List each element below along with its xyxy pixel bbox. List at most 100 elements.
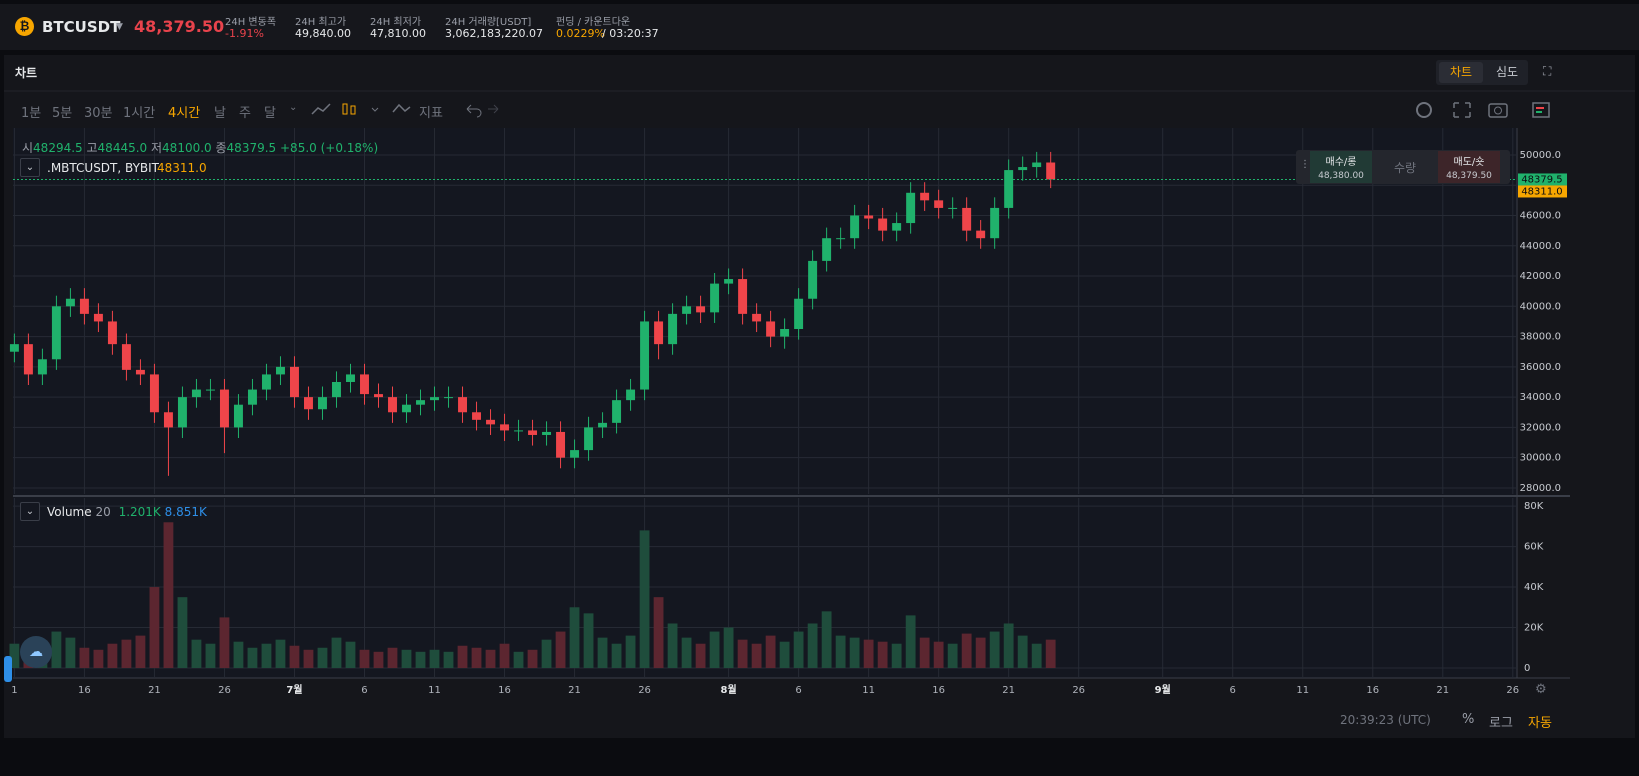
- candle-body: [584, 427, 594, 451]
- volume-bar: [569, 607, 580, 668]
- panel-title: 차트: [15, 66, 38, 80]
- interval[interactable]: 주: [239, 106, 251, 121]
- sell-price: 48,379.50: [1446, 171, 1492, 181]
- sell-button[interactable]: 매도/숏 48,379.50: [1438, 151, 1500, 183]
- indicator-button[interactable]: 지표: [419, 106, 443, 121]
- candle-icon[interactable]: [350, 105, 356, 115]
- tab[interactable]: 심도: [1495, 65, 1519, 79]
- sell-label: 매도/숏: [1453, 157, 1485, 168]
- candle-body: [205, 389, 215, 391]
- side-handle[interactable]: [4, 656, 12, 682]
- chevron[interactable]: [371, 107, 379, 112]
- y-tick-label: 50000.0: [1520, 150, 1561, 161]
- percent-button[interactable]: %: [1462, 712, 1475, 727]
- volume-bar: [849, 637, 860, 668]
- candle-body: [892, 223, 902, 231]
- interval[interactable]: 달: [264, 106, 276, 121]
- candle-body: [444, 397, 453, 399]
- y-tick-label: 40K: [1524, 582, 1544, 593]
- y-tick-label: 0: [1524, 663, 1530, 674]
- volume-bar: [1003, 623, 1014, 668]
- candle-body: [808, 260, 818, 299]
- camera[interactable]: [1488, 103, 1508, 118]
- candle-body: [93, 313, 103, 322]
- collapse[interactable]: ⌄: [20, 502, 40, 521]
- candle-body: [9, 344, 19, 352]
- undo[interactable]: [466, 104, 482, 118]
- indicator-icon[interactable]: [392, 103, 411, 113]
- candle-body: [514, 430, 524, 432]
- line-icon[interactable]: [311, 103, 331, 115]
- candle-body: [191, 389, 201, 398]
- candle-icon[interactable]: [342, 103, 348, 115]
- volume-bar: [93, 649, 104, 668]
- symbol[interactable]: BTCUSDT: [42, 18, 121, 36]
- fullscreen[interactable]: [1453, 102, 1471, 118]
- more[interactable]: ⌄: [289, 102, 298, 113]
- expand-icon[interactable]: ⛶: [1543, 64, 1552, 78]
- candle-body: [682, 306, 692, 314]
- stat-value: -1.91%: [225, 27, 264, 40]
- candle-body: [906, 192, 916, 224]
- layout[interactable]: [1532, 102, 1550, 118]
- log-button[interactable]: 로그: [1489, 716, 1513, 731]
- stat-label: 24H 최고가: [295, 17, 347, 28]
- x-tick-label: 7월: [286, 684, 302, 696]
- volume-bar: [401, 649, 412, 668]
- y-tick-label: 30000.0: [1520, 453, 1561, 464]
- stat-label: 24H 거래량[USDT]: [445, 17, 532, 28]
- candle-body: [752, 313, 762, 322]
- drag-handle[interactable]: ⋮: [1300, 159, 1310, 170]
- axis-settings[interactable]: ⚙: [1535, 682, 1547, 697]
- x-tick-label: 16: [78, 685, 91, 696]
- candle-body: [149, 374, 159, 413]
- interval[interactable]: 1시간: [123, 106, 156, 121]
- candle-body: [402, 404, 411, 413]
- candle-body: [458, 397, 468, 413]
- volume-bar: [1017, 635, 1028, 668]
- redo[interactable]: [488, 104, 499, 114]
- volume-bar: [149, 587, 160, 668]
- candle-body: [570, 450, 580, 458]
- auto-button[interactable]: 자동: [1528, 716, 1552, 731]
- logo: ☁: [20, 636, 52, 668]
- candle-body: [289, 366, 299, 398]
- candle-body: [934, 200, 944, 208]
- candle-body: [233, 404, 243, 428]
- interval[interactable]: 30분: [84, 106, 113, 121]
- volume-bar: [79, 647, 90, 668]
- qty[interactable]: 수량: [1394, 161, 1417, 175]
- volume-bar: [261, 643, 272, 668]
- interval[interactable]: 1분: [21, 106, 42, 121]
- volume-bar: [891, 643, 902, 668]
- volume-bar: [457, 645, 468, 668]
- candle-body: [794, 298, 804, 330]
- volume-bar: [233, 641, 244, 668]
- volume-bar: [681, 637, 692, 668]
- candle-body: [878, 218, 888, 231]
- candle-body: [121, 344, 131, 370]
- tab[interactable]: 차트: [1439, 62, 1483, 83]
- y-tick-label: 38000.0: [1520, 332, 1561, 343]
- volume-bar: [611, 643, 622, 668]
- interval[interactable]: 날: [214, 106, 226, 121]
- volume-bar: [247, 647, 258, 668]
- buy-price: 48,380.00: [1318, 171, 1364, 181]
- candle-body: [23, 344, 33, 375]
- volume-bar: [51, 631, 62, 668]
- settings[interactable]: [1416, 102, 1432, 118]
- candle-body: [430, 397, 439, 401]
- candle-body: [836, 238, 846, 240]
- volume-bar: [359, 649, 370, 668]
- interval-active[interactable]: 4시간: [168, 106, 201, 121]
- volume-bar: [863, 639, 874, 668]
- volume-bar: [653, 597, 664, 668]
- collapse[interactable]: ⌄: [20, 158, 40, 177]
- volume-bar: [751, 643, 762, 668]
- buy-button[interactable]: 매수/롱 48,380.00: [1310, 151, 1372, 183]
- x-tick-label: 21: [148, 685, 161, 696]
- dropdown[interactable]: ▼: [116, 22, 123, 32]
- candle-body: [556, 431, 566, 458]
- header-bg: [0, 4, 1639, 50]
- interval[interactable]: 5분: [52, 106, 73, 121]
